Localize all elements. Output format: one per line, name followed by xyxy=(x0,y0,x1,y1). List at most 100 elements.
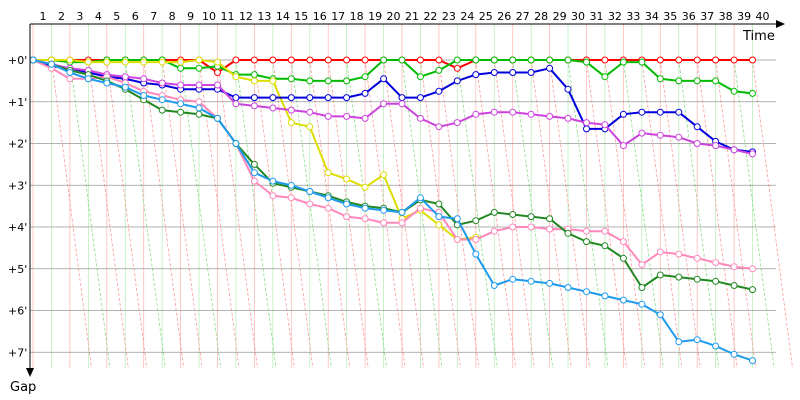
x-tick-label: 29 xyxy=(553,10,567,23)
data-point xyxy=(435,213,443,221)
x-tick-label: 21 xyxy=(405,10,419,23)
data-point xyxy=(546,56,554,64)
data-point xyxy=(693,336,701,344)
data-point xyxy=(398,100,406,108)
data-point xyxy=(453,77,461,85)
data-point xyxy=(324,56,332,64)
x-tick-label: 22 xyxy=(423,10,437,23)
data-point xyxy=(749,357,756,365)
x-tick-label: 2 xyxy=(58,10,65,23)
data-point xyxy=(749,56,756,64)
data-point xyxy=(527,213,535,221)
data-point xyxy=(195,56,203,64)
data-point xyxy=(712,77,720,85)
x-tick-label: 1 xyxy=(40,10,47,23)
x-tick-label: 28 xyxy=(534,10,548,23)
x-tick-label: 35 xyxy=(663,10,677,23)
data-point xyxy=(287,75,295,83)
data-point xyxy=(324,77,332,85)
data-point xyxy=(361,204,369,212)
data-point xyxy=(693,254,701,262)
x-tick-label: 24 xyxy=(460,10,474,23)
data-point xyxy=(232,94,240,102)
data-point xyxy=(29,56,37,64)
data-point xyxy=(158,96,166,104)
data-point xyxy=(509,69,517,76)
data-point xyxy=(656,248,664,256)
data-point xyxy=(490,282,498,289)
x-tick-label: 11 xyxy=(221,10,235,23)
data-point xyxy=(619,142,627,150)
data-point xyxy=(324,169,332,177)
x-tick-label: 3 xyxy=(76,10,83,23)
data-point xyxy=(398,208,406,216)
series-4 xyxy=(29,56,756,156)
data-point xyxy=(693,56,701,64)
diagonal-guide xyxy=(549,59,590,369)
data-point xyxy=(287,181,295,189)
data-point xyxy=(287,56,295,64)
data-point xyxy=(730,87,738,95)
x-tick-labels: 1 2 3 4 5 6 7 8 9 10 11 12 13 14 15 16 17 18 19 20 21 22 23 24 2… xyxy=(40,10,770,23)
data-point xyxy=(416,194,424,202)
data-point xyxy=(583,125,590,133)
data-point xyxy=(435,66,443,74)
series-lines xyxy=(29,56,756,365)
series-line xyxy=(32,59,753,270)
data-point xyxy=(306,56,314,64)
data-point xyxy=(527,277,535,285)
data-point xyxy=(601,56,609,64)
data-point xyxy=(158,79,166,87)
data-point xyxy=(638,261,646,269)
data-point xyxy=(546,225,554,233)
data-point xyxy=(583,227,590,235)
data-point xyxy=(177,64,185,72)
data-point xyxy=(380,56,388,64)
data-point xyxy=(140,58,148,66)
data-point xyxy=(361,215,369,223)
data-point xyxy=(749,286,756,294)
y-tick-label: +1' xyxy=(8,96,27,109)
x-tick-label: 5 xyxy=(113,10,120,23)
data-point xyxy=(527,223,535,231)
data-point xyxy=(214,81,221,89)
data-point xyxy=(177,58,185,66)
data-point xyxy=(195,64,203,72)
data-point xyxy=(656,271,664,279)
data-point xyxy=(398,94,406,102)
data-point xyxy=(195,110,203,118)
data-point xyxy=(675,77,683,85)
data-point xyxy=(158,58,166,66)
data-point xyxy=(343,175,351,183)
data-point xyxy=(435,123,443,131)
data-point xyxy=(583,238,590,246)
data-point xyxy=(601,292,609,300)
diagonal-guide xyxy=(567,59,609,369)
diagonal-guide xyxy=(309,59,351,369)
x-tick-label: 36 xyxy=(682,10,696,23)
diagonal-guide xyxy=(217,59,258,369)
data-point xyxy=(306,94,314,102)
data-point xyxy=(121,58,129,66)
data-point xyxy=(324,94,332,102)
series-line xyxy=(32,59,753,291)
x-axis-title: Time xyxy=(742,29,775,44)
diagonal-guide xyxy=(733,59,775,369)
data-point xyxy=(619,296,627,304)
data-point xyxy=(177,108,185,116)
data-point xyxy=(324,204,332,212)
data-point xyxy=(564,284,572,291)
data-point xyxy=(66,69,74,76)
series-line xyxy=(32,59,753,362)
x-tick-label: 12 xyxy=(239,10,253,23)
data-point xyxy=(232,140,240,147)
data-point xyxy=(619,110,627,118)
data-point xyxy=(730,263,738,271)
data-point xyxy=(675,133,683,141)
data-point xyxy=(158,106,166,114)
x-tick-label: 19 xyxy=(368,10,382,23)
diagonal-guide xyxy=(87,59,129,369)
data-point xyxy=(416,114,424,122)
axes xyxy=(26,20,785,377)
data-point xyxy=(361,56,369,64)
